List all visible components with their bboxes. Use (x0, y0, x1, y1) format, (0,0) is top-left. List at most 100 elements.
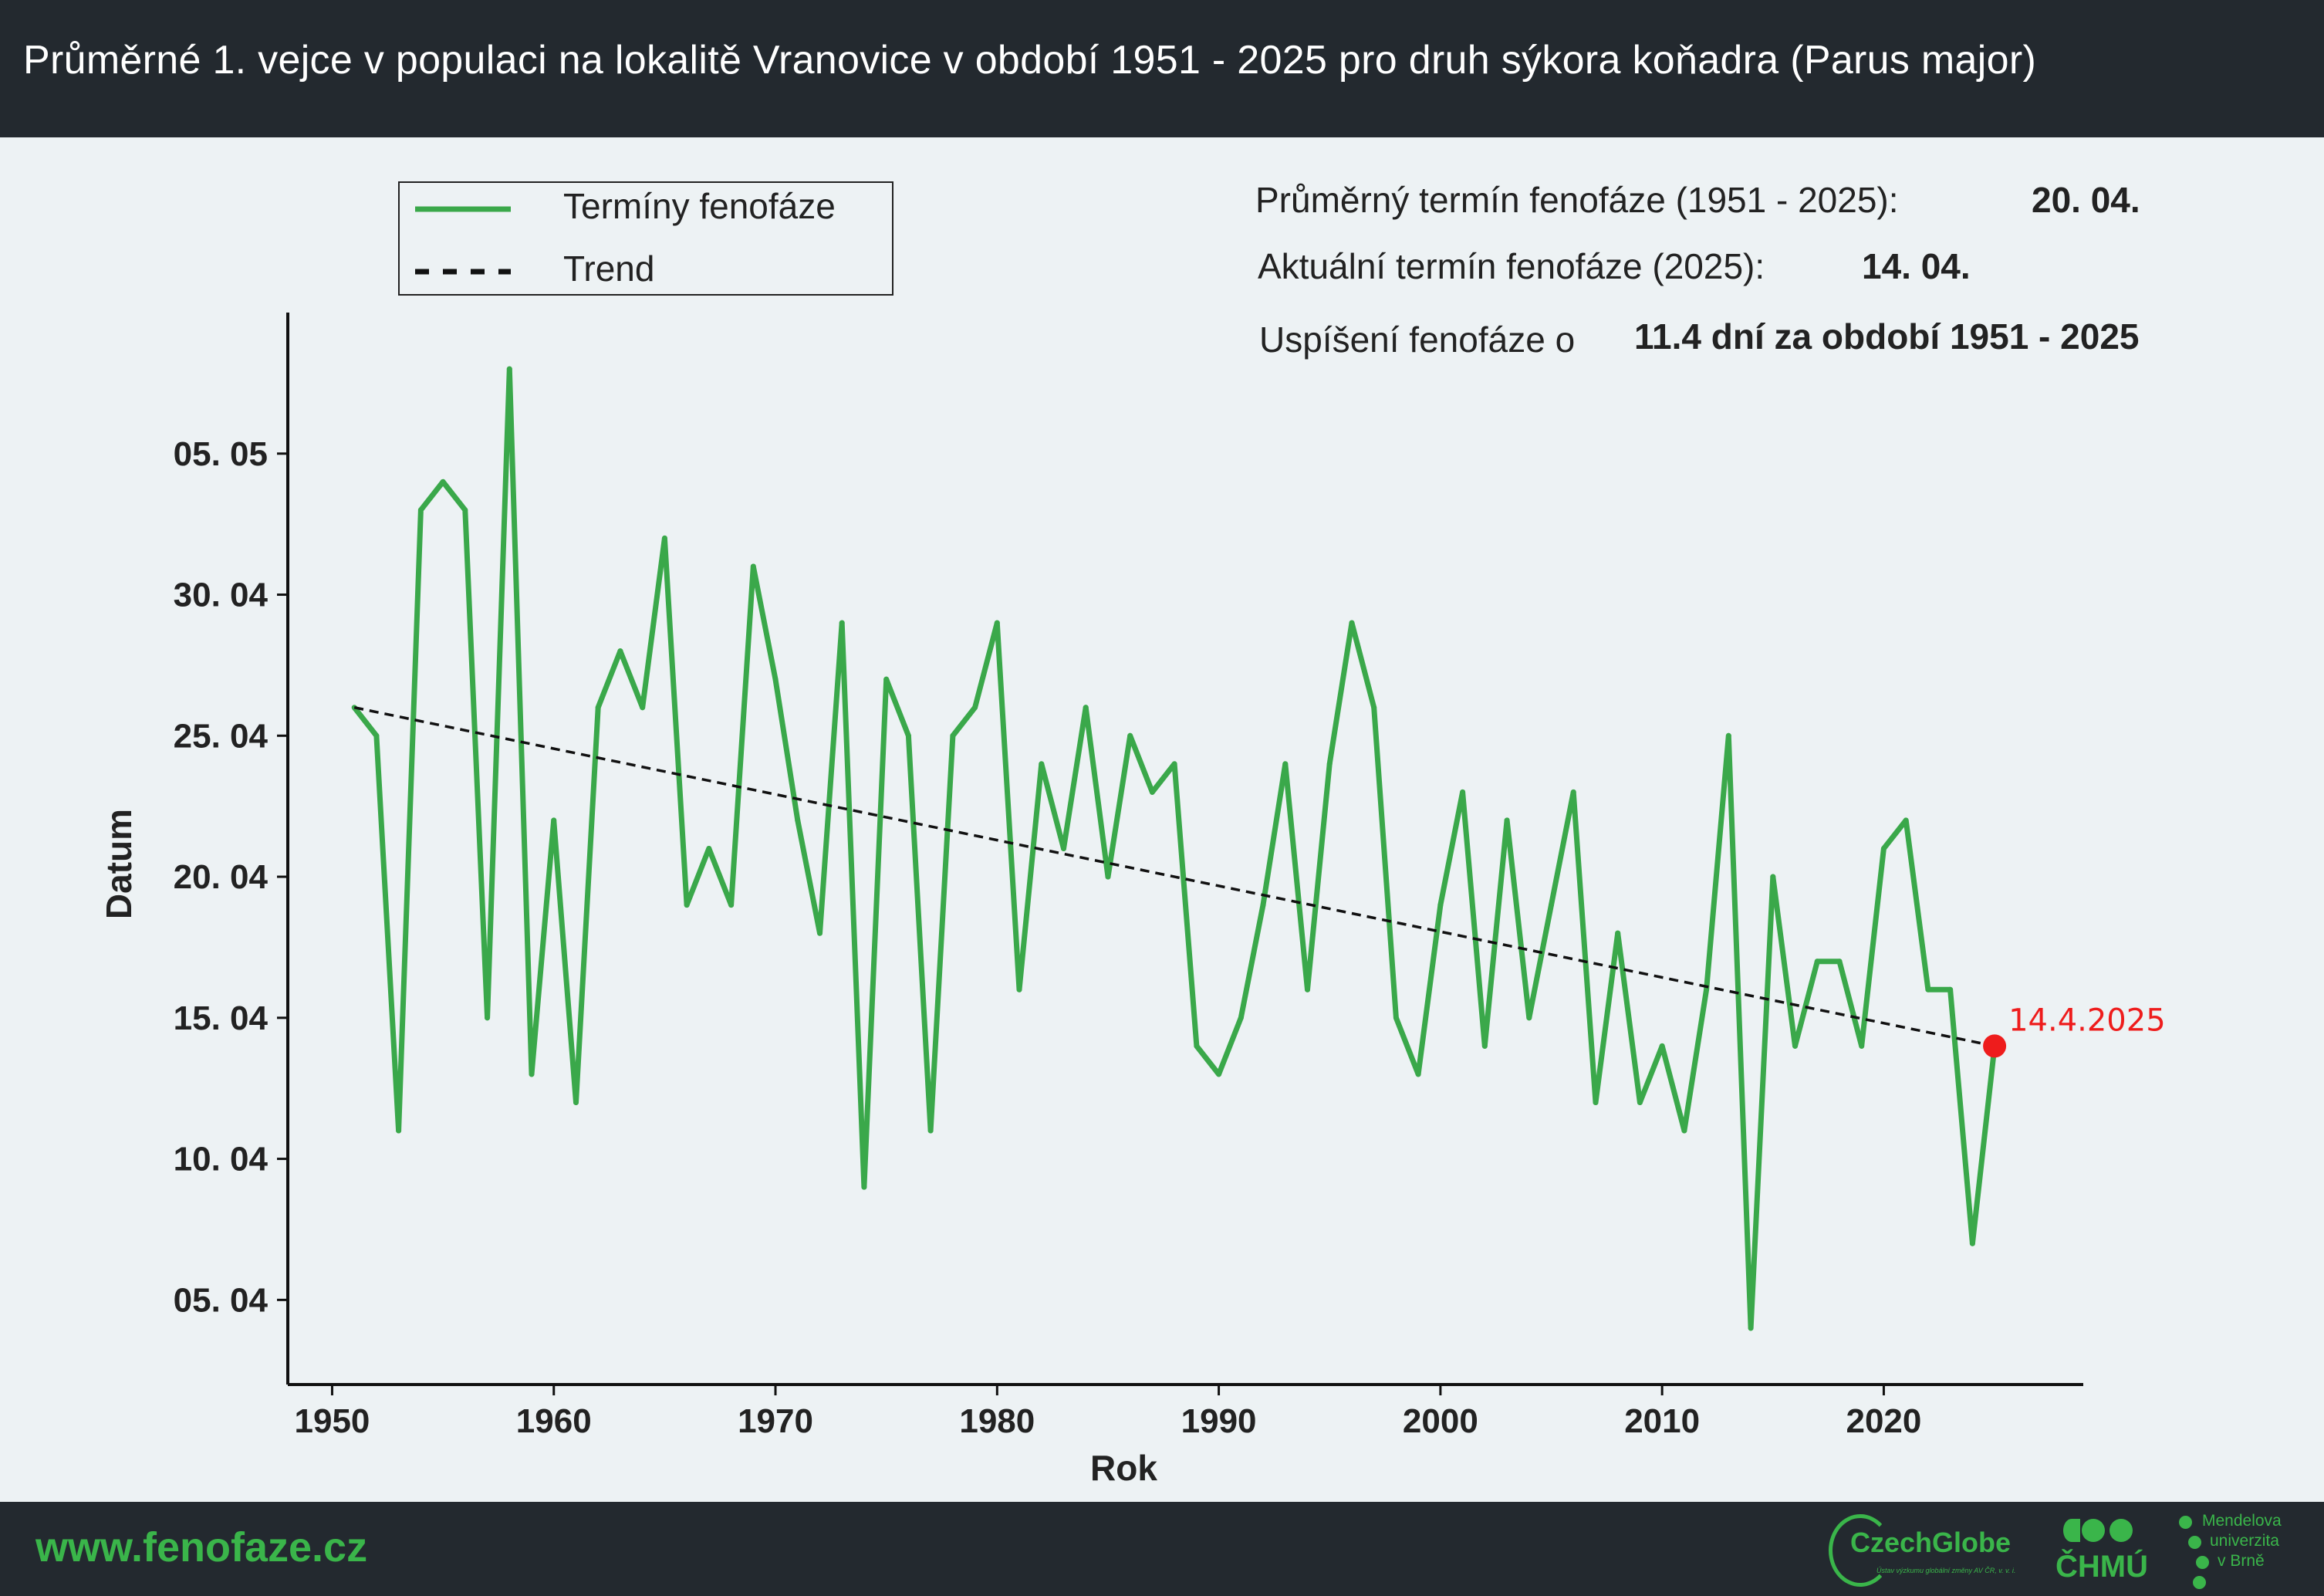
mendel-dot-icon (2193, 1576, 2206, 1589)
current-term-label: Aktuální termín fenofáze (2025): (1258, 246, 1765, 286)
data-point (1326, 761, 1333, 767)
data-point (417, 507, 424, 513)
data-point (1260, 902, 1266, 908)
current-term-value: 14. 04. (1862, 246, 1971, 286)
avg-term-label: Průměrný termín fenofáze (1951 - 2025): (1255, 180, 1899, 220)
czechglobe-logo: CzechGlobe Ústav výzkumu globální změny … (1829, 1513, 2022, 1587)
data-point (1947, 986, 1954, 992)
data-point (972, 705, 978, 711)
y-tick-label: 15. 04 (174, 999, 269, 1037)
data-point (373, 732, 380, 739)
data-point (506, 366, 512, 372)
data-point (640, 705, 646, 711)
data-point (1415, 1071, 1421, 1077)
data-point (462, 507, 468, 513)
data-point (1039, 761, 1045, 767)
data-point (1637, 1099, 1643, 1105)
x-tick-label: 1960 (516, 1402, 592, 1440)
data-point (1814, 959, 1820, 965)
data-point (1903, 817, 1909, 823)
data-point (595, 705, 601, 711)
data-point (1393, 1015, 1399, 1021)
data-point (1925, 986, 1931, 992)
axes: 1950 1960 1970 1980 1990 2000 2010 2020 05. 04 10… (99, 313, 2083, 1488)
data-point (1880, 846, 1887, 851)
latest-value-label: 14.4.2025 (2008, 1003, 2166, 1038)
data-point (795, 817, 801, 823)
data-point (1481, 1043, 1488, 1049)
data-point (440, 478, 446, 485)
data-point (772, 676, 779, 682)
data-point (750, 563, 756, 570)
x-tick-label: 2010 (1624, 1402, 1700, 1440)
data-point (1659, 1043, 1665, 1049)
data-point (1060, 846, 1066, 851)
data-point (1238, 1015, 1244, 1021)
data-point (1504, 817, 1510, 823)
czechglobe-logo-text: CzechGlobe (1850, 1527, 2012, 1558)
data-point (573, 1099, 579, 1105)
data-point (1859, 1043, 1865, 1049)
x-tick-label: 2020 (1846, 1402, 1921, 1440)
data-point (1349, 620, 1355, 626)
data-point (551, 817, 557, 823)
data-point (1704, 986, 1710, 992)
data-point (1305, 986, 1311, 992)
x-tick-label: 1970 (738, 1402, 813, 1440)
data-point (1792, 1043, 1799, 1049)
chmu-logo: ČHMÚ (2052, 1510, 2148, 1587)
y-axis-label: Datum (99, 809, 139, 919)
footer-bar: www.fenofaze.cz CzechGlobe Ústav výzkumu… (0, 1502, 2324, 1596)
data-point (905, 732, 911, 739)
data-point (684, 902, 690, 908)
mendel-logo-line2: univerzita (2210, 1532, 2279, 1550)
data-point (1615, 930, 1621, 936)
data-point (1083, 705, 1089, 711)
data-point (1570, 789, 1576, 795)
y-tick-label: 05. 05 (174, 435, 268, 473)
x-tick-label: 2000 (1403, 1402, 1478, 1440)
data-point (661, 535, 667, 541)
data-point (1171, 761, 1177, 767)
avg-term-value: 20. 04. (2032, 180, 2140, 220)
x-axis-label: Rok (1090, 1448, 1157, 1488)
data-point (1770, 874, 1776, 880)
data-point (1105, 874, 1111, 880)
data-point (861, 1184, 867, 1190)
mendel-dot-icon (2196, 1556, 2209, 1569)
data-point (1282, 761, 1289, 767)
info-block: Průměrný termín fenofáze (1951 - 2025): … (1255, 180, 2140, 360)
data-point (994, 620, 1000, 626)
site-link[interactable]: www.fenofaze.cz (35, 1524, 368, 1571)
czechglobe-arc-icon (1829, 1514, 1892, 1587)
mendel-logo-line3: v Brně (2218, 1552, 2265, 1570)
y-tick-label: 20. 04 (174, 858, 269, 896)
data-point (1194, 1043, 1200, 1049)
data-point (1748, 1325, 1754, 1331)
legend-box (398, 181, 893, 296)
mendel-logo-line1: Mendelova (2202, 1512, 2282, 1530)
page-title: Průměrné 1. vejce v populaci na lokalitě… (23, 38, 2037, 83)
chmu-logo-text: ČHMÚ (2055, 1550, 2148, 1584)
data-point (1437, 902, 1444, 908)
data-point (706, 846, 712, 851)
data-point (1549, 902, 1555, 908)
data-point (1016, 986, 1022, 992)
data-point (839, 620, 845, 626)
series-layer: 14.4.2025 (351, 366, 2166, 1331)
y-tick-label: 30. 04 (174, 577, 269, 614)
trend-line (353, 705, 1995, 1048)
data-point (1149, 789, 1155, 795)
data-point (1127, 732, 1133, 739)
data-point (1593, 1099, 1599, 1105)
legend-label-series: Termíny fenofáze (563, 186, 836, 226)
y-tick-label: 10. 04 (174, 1141, 269, 1178)
data-point (1460, 789, 1466, 795)
latest-value-marker (1983, 1034, 2007, 1058)
data-point (883, 676, 890, 682)
data-point (1526, 1015, 1532, 1021)
chmu-dot-icon (2110, 1519, 2133, 1542)
czechglobe-logo-subtitle: Ústav výzkumu globální změny AV ČR, v. v… (1876, 1567, 2016, 1574)
data-point (1371, 705, 1377, 711)
shift-value: 11.4 dní za období 1951 - 2025 (1634, 316, 2140, 357)
